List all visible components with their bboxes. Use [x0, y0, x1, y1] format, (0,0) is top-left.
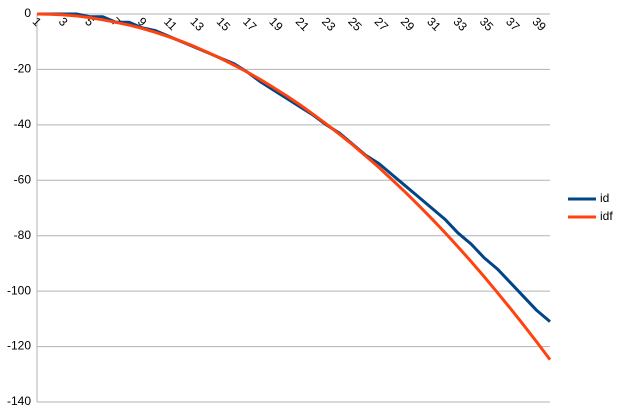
x-tick-label: 15 — [214, 14, 234, 34]
x-tick-label: 33 — [451, 14, 471, 34]
x-tick-label: 31 — [424, 14, 444, 34]
x-tick-label: 19 — [266, 14, 286, 34]
y-tick-label: -80 — [14, 228, 32, 242]
x-tick-label: 21 — [293, 14, 313, 34]
x-tick-label: 29 — [398, 14, 418, 34]
x-tick-label: 25 — [345, 14, 365, 34]
y-tick-label: -60 — [14, 172, 32, 186]
y-tick-label: -140 — [7, 394, 31, 408]
y-tick-label: -40 — [14, 117, 32, 131]
y-tick-label: 0 — [24, 6, 31, 20]
line — [36, 12, 552, 361]
x-tick-label: 23 — [319, 14, 339, 34]
legend-label: id — [600, 191, 609, 205]
x-tick-label: 17 — [240, 14, 260, 34]
line — [37, 12, 551, 323]
x-tick-label: 39 — [529, 14, 549, 34]
y-tick-label: -20 — [14, 62, 32, 76]
x-tick-label: 11 — [161, 14, 180, 33]
x-tick-label: 35 — [477, 14, 497, 34]
legend-label: idf — [600, 209, 613, 223]
y-tick-label: -120 — [7, 339, 31, 353]
x-tick-label: 13 — [187, 14, 207, 34]
y-tick-label: -100 — [7, 283, 31, 297]
x-tick-label: 27 — [372, 14, 392, 34]
x-tick-label: 37 — [503, 14, 523, 34]
